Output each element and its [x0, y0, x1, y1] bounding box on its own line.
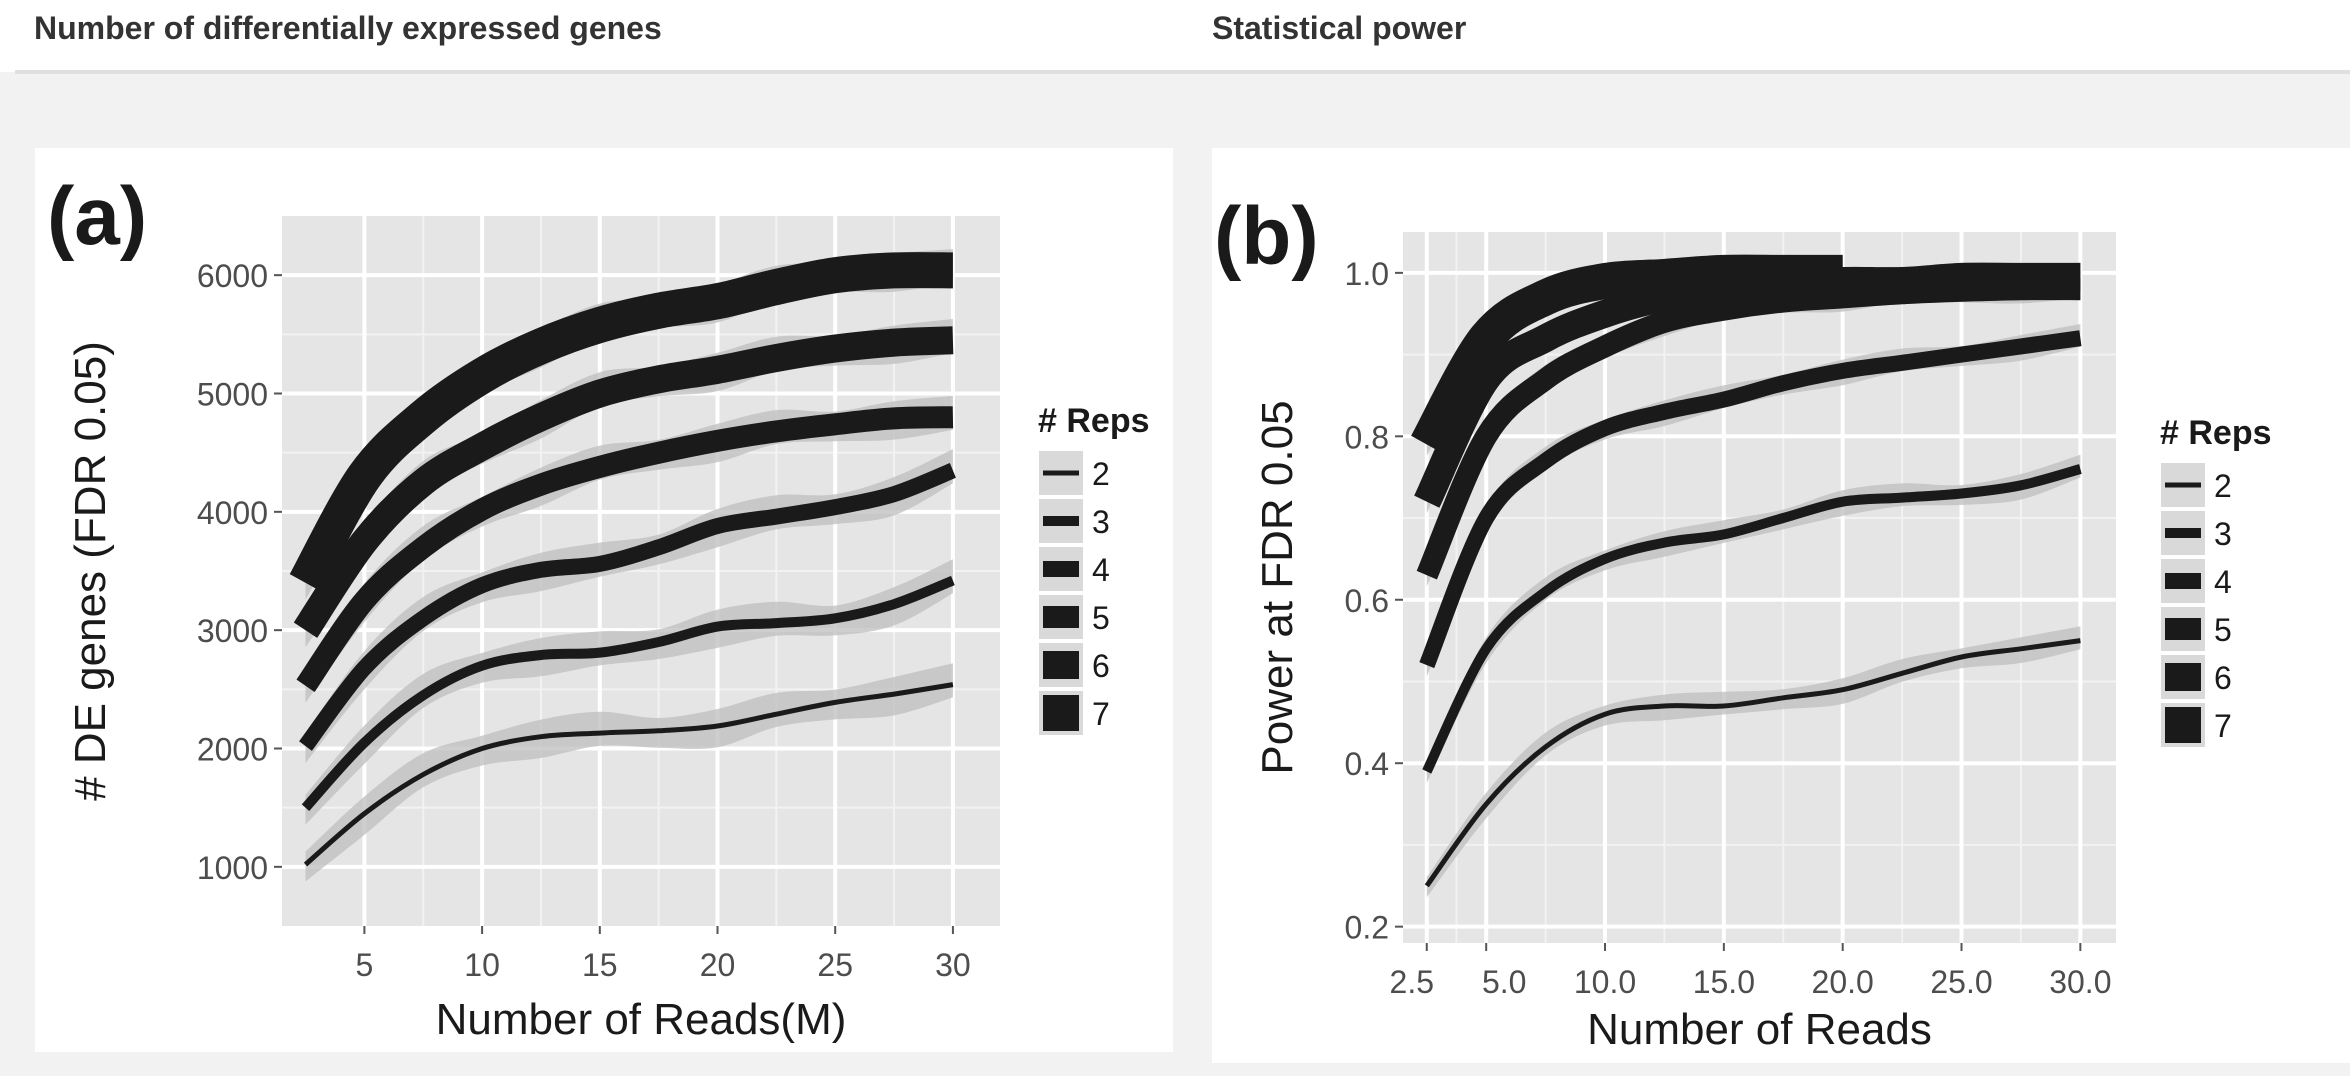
x-axis-label: Number of Reads — [1587, 1005, 1932, 1054]
y-tick-label: 0.6 — [1345, 583, 1389, 619]
x-tick-label: 25.0 — [1930, 964, 1992, 1000]
y-tick-label: 0.2 — [1345, 910, 1389, 946]
confidence-band-2 — [305, 663, 953, 882]
legend-swatch-2 — [1043, 470, 1079, 476]
legend-label-2: 2 — [2214, 468, 2232, 504]
header-divider — [15, 70, 2350, 74]
series-line-3 — [1422, 464, 2082, 774]
legend-label-3: 3 — [1092, 504, 1110, 540]
legend-swatch-3 — [2165, 528, 2201, 538]
legend-label-6: 6 — [2214, 660, 2232, 696]
x-tick-label: 20.0 — [1812, 964, 1874, 1000]
legend-label-4: 4 — [2214, 564, 2232, 600]
series-line-3 — [301, 575, 955, 812]
series-line-7 — [1410, 254, 1843, 454]
y-tick-label: 5000 — [197, 377, 268, 413]
y-tick-label: 2000 — [197, 732, 268, 768]
y-axis-label: Power at FDR 0.05 — [1253, 400, 1302, 774]
legend-title: # Reps — [2160, 414, 2272, 452]
chart-panel-b: 2.5 5.0 10.0 15.0 20.0 25.0 30.0 0.2 0.4 0.6 0.8 1.… — [1212, 148, 2350, 1063]
x-tick-label: 15 — [582, 947, 618, 983]
de-genes-chart: 5 10 15 20 25 30100020003000400050006000Numbe… — [47, 171, 1150, 1044]
header-bar: Number of differentially expressed genes… — [0, 0, 2350, 74]
confidence-band-2 — [1426, 626, 2081, 898]
legend-swatch-5 — [2165, 618, 2201, 640]
x-tick-label: 15.0 — [1693, 964, 1755, 1000]
y-tick-label: 1.0 — [1345, 256, 1389, 292]
legend-swatch-6 — [1043, 651, 1079, 679]
legend-label-7: 7 — [2214, 708, 2232, 744]
x-tick-label: 30 — [935, 947, 971, 983]
x-tick-label: 2.5 — [1390, 964, 1434, 1000]
series-line-7 — [289, 252, 954, 592]
section-title-right: Statistical power — [1212, 10, 1467, 46]
series-line-4 — [1419, 330, 2082, 669]
legend-swatch-6 — [2165, 663, 2201, 691]
legend-swatch-7 — [1043, 695, 1079, 731]
x-axis-label: Number of Reads(M) — [436, 995, 847, 1044]
series-line-6 — [293, 326, 954, 638]
section-title-left: Number of differentially expressed genes — [34, 10, 662, 46]
y-tick-label: 1000 — [197, 850, 268, 886]
y-tick-label: 3000 — [197, 613, 268, 649]
x-tick-label: 30.0 — [2049, 964, 2111, 1000]
legend-label-6: 6 — [1092, 648, 1110, 684]
legend-swatch-3 — [1043, 516, 1079, 526]
legend-label-4: 4 — [1092, 552, 1110, 588]
legend-label-5: 5 — [2214, 612, 2232, 648]
legend-swatch-4 — [1043, 561, 1079, 577]
y-tick-label: 0.4 — [1345, 746, 1389, 782]
series-line-2 — [303, 682, 954, 867]
legend-swatch-4 — [2165, 573, 2201, 589]
legend-title: # Reps — [1038, 402, 1150, 440]
x-tick-label: 10 — [464, 947, 500, 983]
legend-swatch-7 — [2165, 707, 2201, 743]
legend-label-7: 7 — [1092, 696, 1110, 732]
legend-swatch-2 — [2165, 482, 2201, 488]
legend-label-5: 5 — [1092, 600, 1110, 636]
x-tick-label: 20 — [700, 947, 736, 983]
y-tick-label: 6000 — [197, 258, 268, 294]
x-tick-label: 5 — [355, 947, 373, 983]
panel-label: (a) — [47, 171, 147, 262]
legend-swatch-5 — [1043, 606, 1079, 628]
series-line-4 — [299, 462, 956, 751]
x-tick-label: 10.0 — [1574, 964, 1636, 1000]
series-line-2 — [1424, 638, 2081, 888]
series-line-5 — [296, 406, 954, 693]
x-tick-label: 5.0 — [1482, 964, 1526, 1000]
y-tick-label: 4000 — [197, 495, 268, 531]
legend-label-3: 3 — [2214, 516, 2232, 552]
panel-label: (b) — [1214, 191, 1319, 282]
power-chart: 2.5 5.0 10.0 15.0 20.0 25.0 30.0 0.2 0.4 0.6 0.8 1.… — [1214, 191, 2272, 1054]
y-axis-label: # DE genes (FDR 0.05) — [66, 341, 115, 801]
chart-panel-a: 5 10 15 20 25 30 1000 2000 3000 4000 5000 6000 Numbe… — [35, 148, 1173, 1052]
x-tick-label: 25 — [817, 947, 853, 983]
y-tick-label: 0.8 — [1345, 419, 1389, 455]
legend-label-2: 2 — [1092, 456, 1110, 492]
